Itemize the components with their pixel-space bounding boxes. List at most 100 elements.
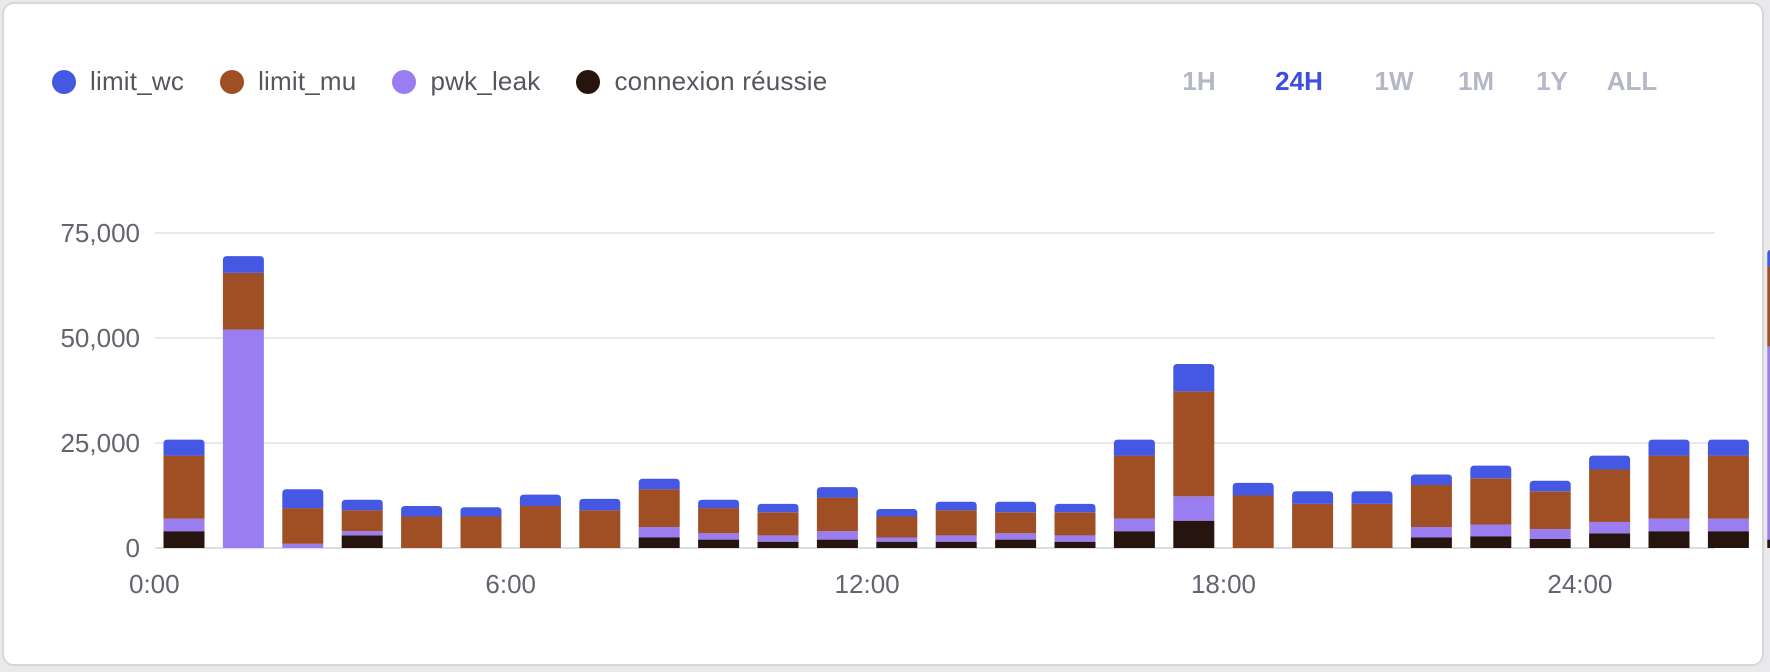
bar-segment-limit-mu (1767, 266, 1770, 347)
bar-segment-connexion-r-ussie (1529, 538, 1571, 548)
bar-segment-pwk-leak (876, 537, 918, 542)
bar-segment-pwk-leak (757, 535, 799, 542)
legend-item-limit-wc[interactable]: limit_wc (52, 66, 184, 97)
bar-segment-limit-wc (1707, 439, 1749, 456)
bar-segment-connexion-r-ussie (698, 539, 740, 548)
bar-segment-limit-wc (341, 499, 383, 511)
bar-segment-limit-wc (638, 478, 680, 490)
bar-segment-pwk-leak (698, 533, 740, 540)
bar-segment-limit-mu (579, 510, 621, 548)
bar-segment-limit-mu (638, 489, 680, 527)
bar-segment-connexion-r-ussie (1173, 520, 1215, 548)
bar-segment-limit-wc (816, 487, 858, 498)
legend-item-connexion-reussie[interactable]: connexion réussie (576, 66, 827, 97)
bar-segment-pwk-leak (816, 531, 858, 540)
bar-segment-pwk-leak (222, 329, 264, 548)
bar-segment-connexion-r-ussie (935, 541, 977, 548)
legend-item-limit-mu[interactable]: limit_mu (220, 66, 356, 97)
x-tick-label: 6:00 (485, 569, 536, 599)
bar-segment-pwk-leak (1589, 521, 1631, 534)
x-tick-label: 24:00 (1547, 569, 1612, 599)
bar-segment-limit-mu (1173, 391, 1215, 497)
y-tick-label: 50,000 (60, 323, 140, 353)
bar-segment-limit-wc (995, 501, 1037, 513)
bar-segment-limit-mu (222, 272, 264, 330)
bar-segment-limit-mu (1707, 455, 1749, 519)
bar-segment-limit-wc (1232, 482, 1274, 496)
bar-segment-limit-wc (757, 503, 799, 513)
bar-segment-connexion-r-ussie (341, 535, 383, 548)
limit-wc-swatch-icon (52, 69, 76, 94)
bar-segment-limit-wc (698, 499, 740, 509)
bar-segment-connexion-r-ussie (1648, 531, 1690, 548)
bar-segment-limit-mu (1054, 512, 1096, 536)
range-1m-button[interactable]: 1M (1457, 66, 1495, 96)
x-tick-label: 0:00 (129, 569, 180, 599)
bar-segment-limit-wc (876, 508, 918, 517)
bar-segment-pwk-leak (1113, 518, 1155, 532)
bar-segment-pwk-leak (1648, 518, 1690, 532)
bar-segment-pwk-leak (1054, 535, 1096, 542)
bar-segment-limit-mu (1351, 503, 1393, 548)
bar-segment-pwk-leak (1173, 496, 1215, 521)
bar-segment-limit-wc (282, 489, 324, 509)
legend-label: limit_mu (258, 66, 357, 96)
bar-segment-connexion-r-ussie (1410, 537, 1452, 548)
bar-segment-connexion-r-ussie (638, 537, 680, 548)
bar-segment-limit-mu (1648, 455, 1690, 519)
legend: limit_wc limit_mu pwk_leak connexion réu… (52, 66, 863, 97)
bar-segment-limit-wc (1470, 465, 1512, 479)
bar-segment-pwk-leak (995, 533, 1037, 540)
bar-segment-pwk-leak (341, 531, 383, 536)
y-tick-label: 0 (126, 533, 140, 563)
bar-segment-limit-wc (1648, 439, 1690, 456)
bar-segment-connexion-r-ussie (1589, 533, 1631, 548)
bar-segment-limit-wc (1410, 474, 1452, 485)
limit-mu-swatch-icon (220, 69, 245, 94)
bar-segment-pwk-leak (1410, 527, 1452, 538)
bar-segment-limit-mu (519, 506, 561, 548)
bar-segment-limit-wc (222, 256, 264, 273)
connexion-reussie-swatch-icon (576, 69, 601, 94)
bar-segment-connexion-r-ussie (876, 541, 918, 548)
bar-segment-limit-mu (460, 516, 502, 548)
y-tick-label: 75,000 (60, 218, 140, 248)
bar-segment-limit-mu (698, 508, 740, 534)
legend-item-pwk-leak[interactable]: pwk_leak (392, 66, 540, 97)
range-all-button[interactable]: ALL (1606, 66, 1658, 96)
bar-segment-limit-wc (1054, 503, 1096, 513)
bar-segment-limit-mu (282, 508, 324, 544)
bar-segment-limit-wc (1113, 439, 1155, 456)
bar-segment-limit-wc (1589, 455, 1631, 470)
bar-segment-limit-mu (1410, 485, 1452, 527)
legend-label: connexion réussie (614, 66, 828, 96)
bar-segment-pwk-leak (282, 543, 324, 548)
bar-segment-connexion-r-ussie (1470, 536, 1512, 548)
bar-segment-connexion-r-ussie (1054, 541, 1096, 548)
bar-segment-pwk-leak (1470, 524, 1512, 537)
bar-segment-limit-mu (1529, 491, 1571, 530)
legend-label: pwk_leak (430, 66, 541, 96)
range-24h-button[interactable]: 24H (1275, 66, 1323, 96)
bar-segment-limit-mu (935, 510, 977, 536)
legend-label: limit_wc (90, 66, 185, 96)
bar-segment-limit-wc (1173, 364, 1215, 392)
bar-segment-limit-wc (519, 494, 561, 506)
time-range-selector: 1H 24H 1W 1M 1Y ALL (1154, 66, 1714, 106)
bar-segment-connexion-r-ussie (816, 539, 858, 548)
bar-segment-limit-wc (579, 498, 621, 511)
bar-segment-limit-wc (1529, 480, 1571, 492)
bar-segment-limit-wc (935, 501, 977, 511)
bar-segment-limit-mu (876, 516, 918, 538)
range-1h-button[interactable]: 1H (1182, 66, 1216, 96)
range-1y-button[interactable]: 1Y (1536, 66, 1568, 96)
bar-segment-limit-mu (1232, 495, 1274, 548)
bar-segment-limit-mu (1470, 478, 1512, 525)
bar-segment-pwk-leak (935, 535, 977, 542)
range-1w-button[interactable]: 1W (1374, 66, 1414, 96)
pwk-leak-swatch-icon (392, 69, 417, 94)
x-tick-label: 12:00 (835, 569, 900, 599)
bar-segment-limit-mu (1113, 455, 1155, 519)
